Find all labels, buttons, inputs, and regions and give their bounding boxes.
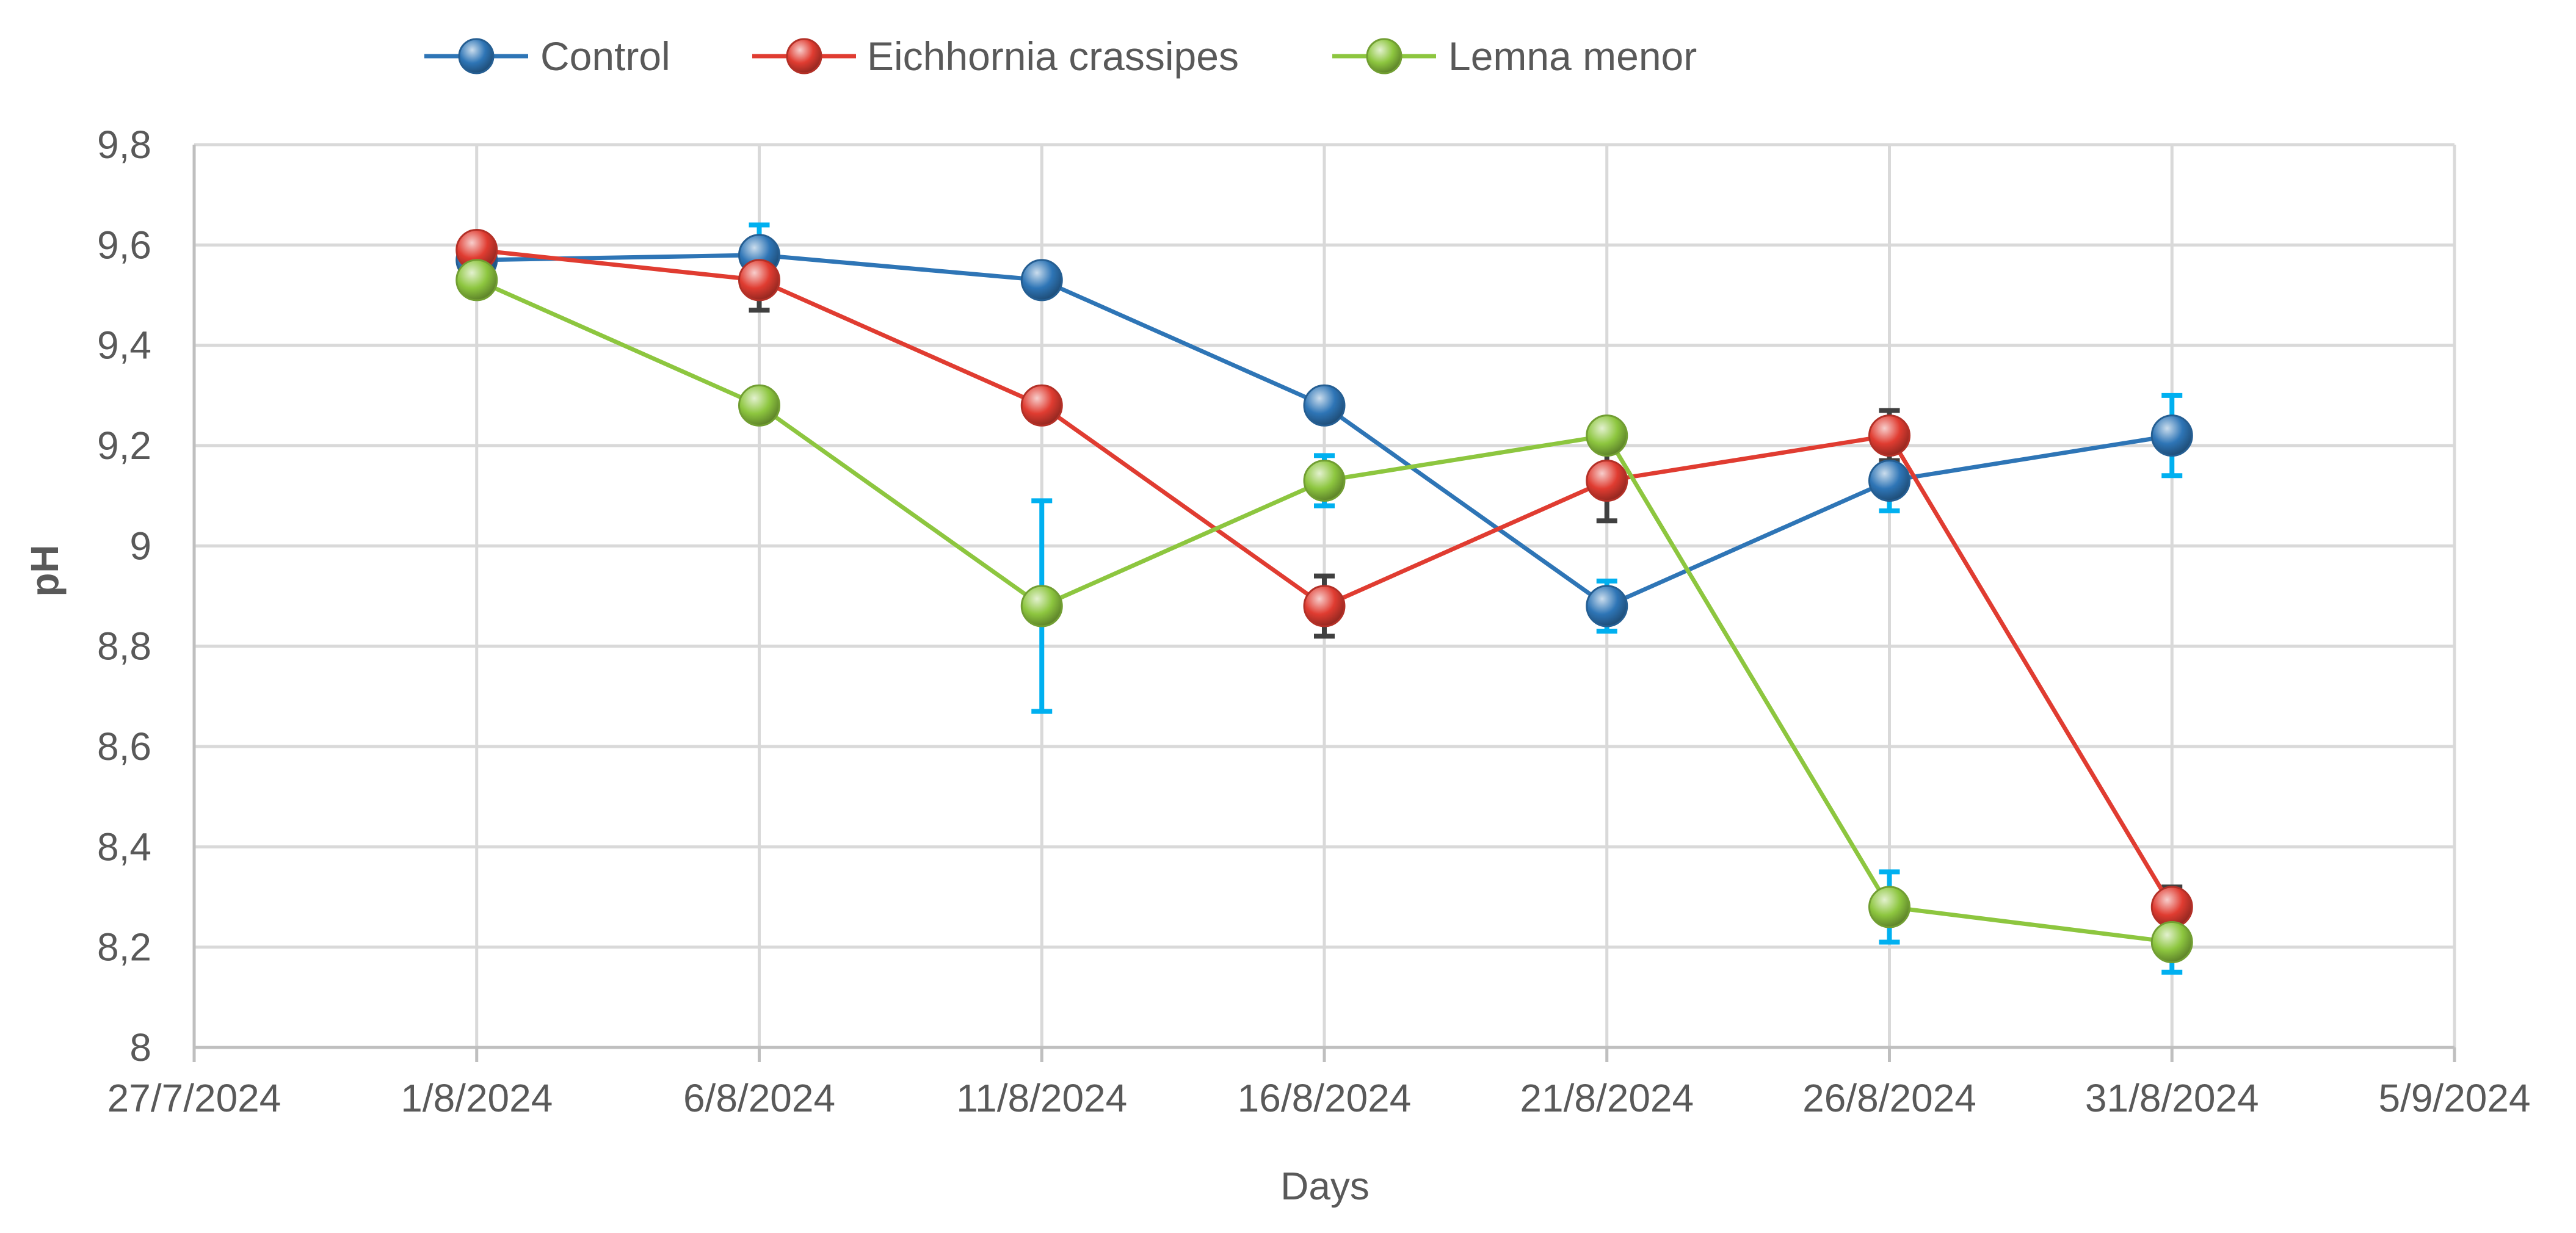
data-point [1303,585,1346,627]
data-point [2150,920,2193,963]
legend-swatch-marker [1366,38,1402,74]
data-point [1020,384,1063,427]
data-point [1868,886,1910,928]
y-tick-label: 9,8 [97,123,151,167]
series-2 [455,259,2193,963]
x-tick-label: 11/8/2024 [956,1076,1127,1120]
x-tick-label: 31/8/2024 [2085,1076,2259,1120]
axes: 27/7/2024 1/8/2024 6/8/2024 11/8/2024 16/8/2… [97,123,2531,1120]
data-point [1868,460,1910,502]
y-tick-label: 8,6 [97,725,151,768]
x-tick-label: 26/8/2024 [1802,1076,1976,1120]
legend: Control Eichhornia crassipes Lemna menor [424,34,1697,79]
y-tick-label: 9,2 [97,424,151,468]
legend-label: Control [540,34,670,79]
data-point [455,259,498,302]
y-tick-label: 8,2 [97,925,151,969]
legend-swatch-marker [458,38,495,74]
x-tick-label: 21/8/2024 [1520,1076,1694,1120]
y-tick-label: 8 [129,1025,151,1069]
legend-label: Eichhornia crassipes [867,34,1239,79]
legend-label: Lemna menor [1448,34,1697,79]
data-point [1303,384,1346,427]
x-tick-label: 5/9/2024 [2378,1076,2530,1120]
legend-item: Eichhornia crassipes [752,34,1239,79]
y-tick-label: 9,4 [97,324,151,367]
data-point [1020,259,1063,302]
y-axis-title: pH [23,544,67,596]
y-tick-label: 8,4 [97,825,151,869]
x-tick-label: 6/8/2024 [683,1076,835,1120]
y-tick-label: 8,8 [97,624,151,668]
x-tick-label: 16/8/2024 [1238,1076,1412,1120]
data-point [1586,460,1628,502]
data-point [1303,460,1346,502]
error-bars [749,222,2183,975]
x-tick-label: 27/7/2024 [107,1076,281,1120]
x-tick-label: 1/8/2024 [401,1076,553,1120]
data-point [1586,585,1628,627]
series-1 [455,229,2193,928]
data-point [1868,414,1910,457]
data-point [738,259,780,302]
legend-item: Lemna menor [1332,34,1697,79]
legend-swatch-marker [786,38,822,74]
x-axis-title: Days [1280,1164,1370,1208]
data-point [2150,414,2193,457]
data-point [1586,414,1628,457]
legend-item: Control [424,34,670,79]
y-tick-label: 9 [129,524,151,568]
data-point [1020,585,1063,627]
series [455,229,2193,963]
y-tick-label: 9,6 [97,223,151,267]
data-point [738,384,780,427]
